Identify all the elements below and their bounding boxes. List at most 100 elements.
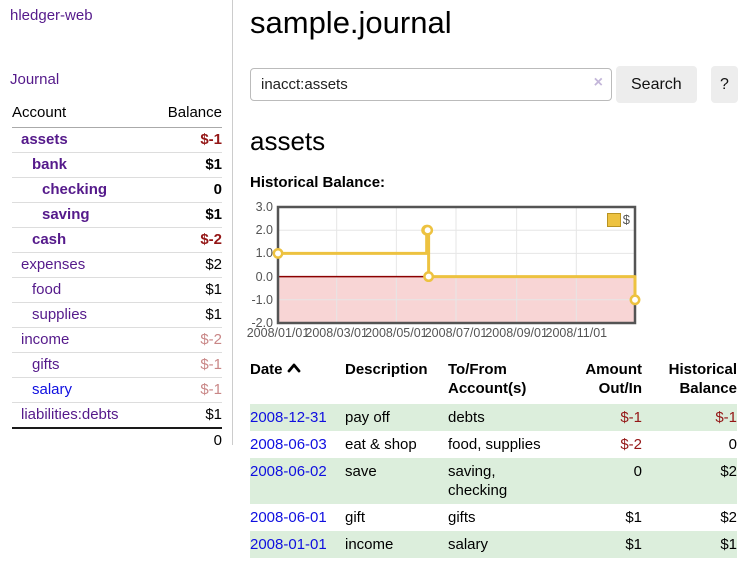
register-header-date[interactable]: Date [250, 358, 345, 404]
account-row: income $-2 [12, 327, 222, 353]
transaction-date-link[interactable]: 2008-06-01 [250, 509, 327, 526]
register-row: 2008-06-01 gift gifts $1 $2 [250, 504, 737, 531]
chart-plot-area [272, 205, 641, 325]
transaction-amount: $-1 [575, 404, 642, 431]
account-balance: $-2 [151, 327, 222, 353]
help-button[interactable]: ? [711, 66, 738, 103]
transaction-balance: $1 [642, 531, 737, 558]
transaction-balance: $2 [642, 458, 737, 504]
page-title: sample.journal [250, 5, 452, 40]
accounts-total-row: 0 [12, 427, 222, 453]
x-tick-label: 2008/01/01 [246, 326, 310, 340]
account-row: assets $-1 [12, 127, 222, 153]
chart-legend: $ [606, 212, 630, 227]
account-balance: $-1 [151, 127, 222, 153]
account-row: food $1 [12, 277, 222, 303]
account-link-liabilities-debts[interactable]: liabilities:debts [21, 406, 119, 423]
account-row: liabilities:debts $1 [12, 402, 222, 429]
accounts-total-value: 0 [151, 427, 222, 453]
account-link-cash[interactable]: cash [32, 231, 67, 248]
account-link-food[interactable]: food [32, 281, 62, 298]
account-row: saving $1 [12, 202, 222, 228]
y-tick-label: 3.0 [255, 200, 273, 214]
app-title-link[interactable]: hledger-web [10, 7, 93, 24]
y-tick-label: 0.0 [255, 269, 273, 284]
transaction-accounts: food, supplies [448, 436, 541, 453]
transaction-amount: 0 [575, 458, 642, 504]
accounts-header-account: Account [12, 101, 152, 128]
x-tick-label: 2008/07/01 [424, 326, 488, 340]
transaction-accounts: gifts [448, 509, 476, 526]
transaction-accounts: saving, checking [448, 458, 575, 504]
transaction-description: income [345, 531, 448, 558]
account-link-supplies[interactable]: supplies [32, 306, 88, 323]
account-link-saving[interactable]: saving [42, 206, 90, 223]
account-row: expenses $2 [12, 252, 222, 278]
historical-balance-chart: $ [272, 205, 641, 325]
transaction-date-link[interactable]: 2008-12-31 [250, 409, 327, 426]
account-link-gifts[interactable]: gifts [32, 356, 60, 373]
account-balance: 0 [151, 177, 222, 203]
transaction-amount: $1 [625, 509, 642, 526]
account-heading: assets [250, 126, 326, 156]
transaction-date-link[interactable]: 2008-01-01 [250, 536, 327, 553]
register-table: Date Description To/From Account(s) Amou… [250, 358, 737, 558]
x-tick-label: 2008/09/01 [485, 326, 548, 340]
transaction-amount: $1 [575, 531, 642, 558]
transaction-accounts: debts [448, 404, 575, 431]
legend-swatch-icon [606, 212, 621, 227]
transaction-date-link[interactable]: 2008-06-03 [250, 436, 327, 453]
account-balance: $1 [151, 152, 222, 178]
x-tick-label: 2008/11/01 [545, 326, 608, 340]
register-header-balance: Historical Balance [668, 361, 737, 397]
account-row: cash $-2 [12, 227, 222, 253]
search-input[interactable] [250, 68, 612, 101]
register-row: 2008-01-01 income salary $1 $1 [250, 531, 737, 558]
transaction-balance: 0 [728, 436, 737, 453]
search-form: × [250, 68, 612, 101]
legend-label: $ [622, 212, 630, 227]
transaction-amount: $-2 [620, 436, 642, 453]
account-row: supplies $1 [12, 302, 222, 328]
y-tick-label: -2.0 [251, 316, 273, 330]
accounts-sidebar-table: Account Balance assets $-1 bank $1 checkin… [12, 101, 222, 453]
account-row: salary $-1 [12, 377, 222, 403]
transaction-balance: $2 [720, 509, 737, 526]
chart-y-axis-labels: 3.0 2.0 1.0 0.0 -1.0 -2.0 [240, 200, 273, 330]
register-row: 2008-06-02 save saving, checking 0 $2 [250, 458, 737, 504]
transaction-description: eat & shop [345, 436, 417, 453]
account-balance: $1 [151, 277, 222, 303]
account-balance: $2 [151, 252, 222, 278]
register-header-description: Description [345, 361, 428, 378]
account-link-bank[interactable]: bank [32, 156, 68, 173]
account-balance: $-2 [151, 227, 222, 253]
account-link-income[interactable]: income [21, 331, 70, 348]
account-link-checking[interactable]: checking [42, 181, 108, 198]
account-link-expenses[interactable]: expenses [21, 256, 86, 273]
sidebar-item-journal[interactable]: Journal [10, 71, 60, 88]
y-tick-label: 2.0 [255, 223, 273, 238]
search-button[interactable]: Search [616, 66, 697, 103]
transaction-date-link[interactable]: 2008-06-02 [250, 463, 327, 480]
x-tick-label: 2008/03/01 [305, 326, 368, 340]
account-balance: $1 [151, 402, 222, 429]
register-row: 2008-06-03 eat & shop food, supplies $-2… [250, 431, 737, 458]
account-link-salary[interactable]: salary [32, 381, 73, 398]
accounts-header-balance: Balance [151, 101, 222, 128]
transaction-description: pay off [345, 404, 448, 431]
chart-title: Historical Balance: [250, 174, 386, 191]
sidebar-divider [232, 0, 233, 445]
clear-search-icon[interactable]: × [593, 74, 603, 91]
register-header-accounts: To/From Account(s) [448, 361, 527, 397]
x-tick-label: 2008/05/01 [365, 326, 428, 340]
account-row: checking 0 [12, 177, 222, 203]
account-balance: $1 [151, 302, 222, 328]
account-balance: $-1 [151, 352, 222, 378]
account-row: gifts $-1 [12, 352, 222, 378]
register-header-amount: Amount Out/In [585, 361, 642, 397]
account-link-assets[interactable]: assets [21, 131, 68, 148]
transaction-accounts: salary [448, 531, 575, 558]
sort-ascending-icon [287, 363, 300, 373]
account-balance: $-1 [151, 377, 222, 403]
y-tick-label: -1.0 [251, 292, 273, 307]
